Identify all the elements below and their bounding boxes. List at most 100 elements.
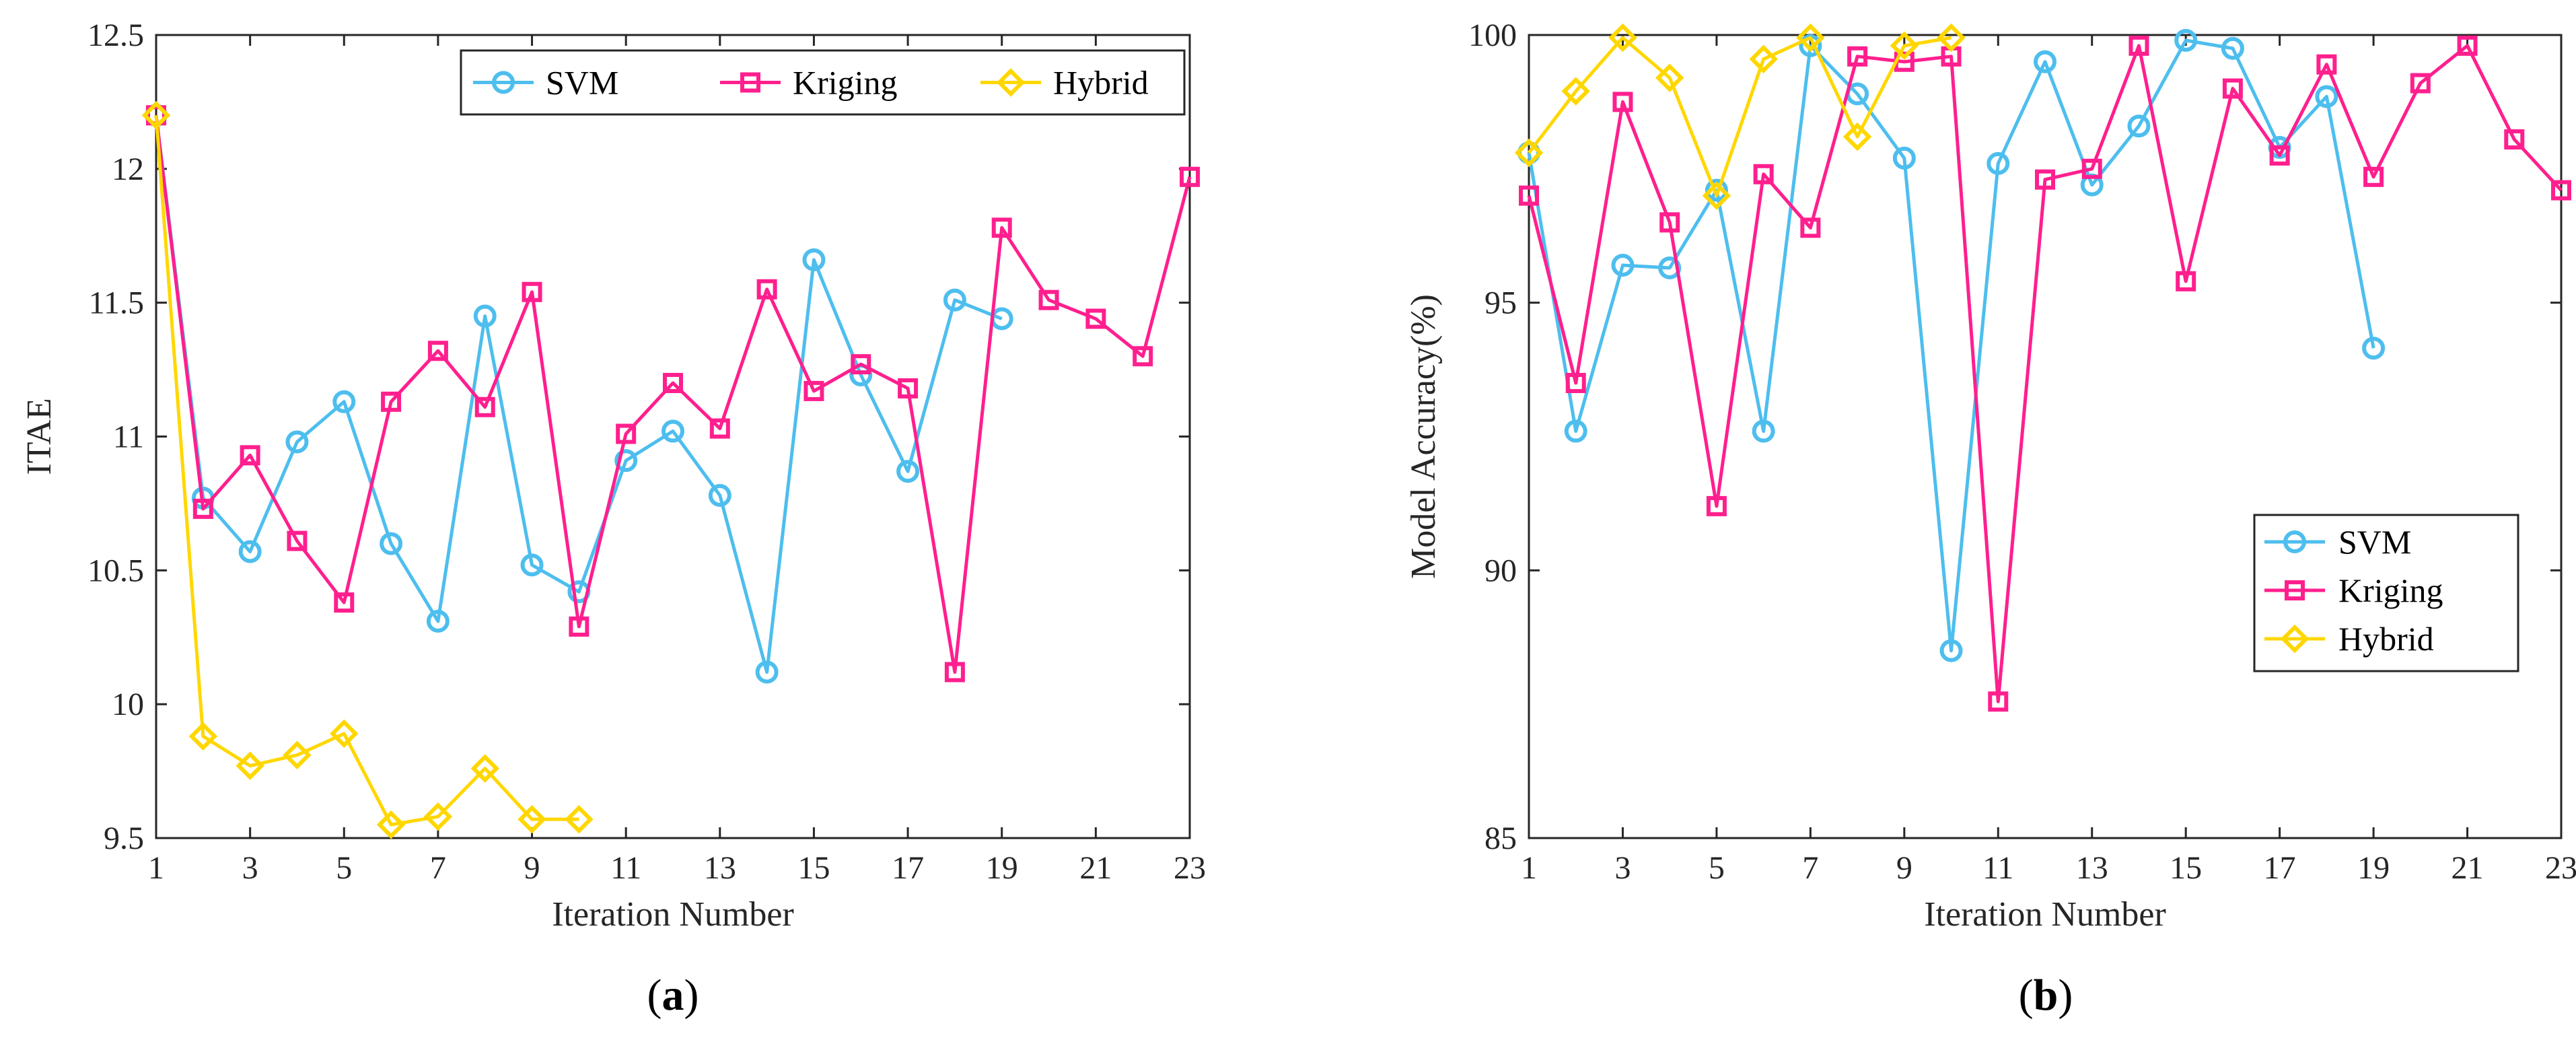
data-point-hybrid: [1749, 44, 1778, 74]
data-point-kriging: [569, 616, 589, 637]
x-tick-label: 11: [1982, 850, 2013, 886]
data-point-kriging: [1847, 46, 1868, 67]
data-point-hybrid: [565, 804, 594, 834]
data-point-svm: [1939, 639, 1963, 662]
data-point-svm: [520, 553, 544, 577]
series-line-hybrid: [154, 115, 579, 827]
data-point-kriging: [1753, 164, 1774, 184]
data-point-hybrid: [1796, 23, 1825, 53]
plot-area-frame: [1528, 34, 2563, 839]
data-point-kriging: [991, 217, 1012, 238]
data-point-svm: [1987, 151, 2010, 175]
x-tick-label: 7: [430, 850, 446, 886]
legend-marker-svm: [492, 71, 515, 94]
data-point-hybrid: [330, 719, 359, 749]
x-tick-label: 3: [242, 850, 258, 886]
y-axis-label: Model Accuracy(%): [1404, 294, 1443, 579]
data-point-kriging: [474, 396, 495, 417]
data-point-kriging: [522, 281, 542, 302]
data-point-kriging: [2035, 169, 2055, 190]
data-point-hybrid: [188, 722, 218, 751]
panel-caption-b: (b): [2019, 971, 2073, 1020]
data-point-kriging: [2316, 54, 2337, 75]
x-tick-label: 1: [1521, 850, 1537, 886]
y-axis-label: ITAE: [20, 398, 59, 475]
y-tick-label: 12.5: [87, 18, 144, 53]
data-point-svm: [1752, 419, 1775, 443]
y-tick-label: 12: [112, 151, 144, 187]
data-point-svm: [426, 609, 450, 633]
series-line-svm: [1527, 38, 2375, 653]
data-point-hybrid: [1561, 77, 1590, 106]
legend-marker-kriging: [2285, 580, 2305, 600]
data-point-svm: [943, 288, 966, 312]
data-point-kriging: [898, 378, 919, 398]
data-point-kriging: [2269, 145, 2290, 166]
y-tick-label: 10.5: [87, 553, 144, 588]
x-tick-label: 1: [148, 850, 164, 886]
data-point-kriging: [1659, 212, 1680, 233]
data-point-svm: [380, 532, 403, 555]
data-point-hybrid: [517, 804, 546, 834]
data-point-hybrid: [1937, 23, 1966, 53]
series-line-svm: [154, 114, 1003, 674]
series-kriging: [1519, 35, 2571, 712]
data-point-kriging: [192, 498, 213, 519]
data-point-kriging: [756, 279, 777, 300]
y-tick-label: 11.5: [89, 285, 144, 321]
series-hybrid: [1514, 23, 1966, 210]
legend-marker-kriging: [740, 72, 760, 93]
data-point-svm: [238, 540, 262, 563]
data-point-kriging: [1988, 691, 2009, 712]
data-point-kriging: [381, 391, 402, 412]
legend-label-kriging: Kriging: [2338, 571, 2443, 609]
data-point-svm: [755, 660, 779, 684]
data-point-svm: [896, 460, 920, 483]
legend-marker-hybrid: [996, 68, 1026, 97]
data-point-svm: [1892, 146, 1916, 170]
series-line-kriging: [154, 115, 1192, 674]
data-point-svm: [2174, 28, 2198, 52]
x-tick-label: 5: [1709, 850, 1725, 886]
data-point-hybrid: [236, 751, 264, 780]
x-tick-label: 17: [892, 850, 924, 886]
x-axis-label: Iteration Number: [1924, 895, 2166, 934]
series-line-hybrid: [1528, 36, 1952, 198]
x-tick-label: 3: [1614, 850, 1631, 886]
series-hybrid: [141, 101, 594, 839]
data-point-svm: [1564, 419, 1587, 443]
x-tick-label: 21: [2452, 850, 2484, 886]
x-tick-label: 19: [2357, 850, 2390, 886]
data-point-svm: [1611, 253, 1635, 277]
legend-label-svm: SVM: [2338, 523, 2411, 561]
legend: SVM Kriging Hybrid: [460, 49, 1186, 116]
data-point-hybrid: [423, 802, 453, 831]
data-point-hybrid: [1890, 31, 1919, 61]
data-point-kriging: [1180, 166, 1200, 187]
legend-label-hybrid: Hybrid: [2338, 620, 2434, 658]
data-point-kriging: [944, 662, 965, 683]
data-point-svm: [708, 483, 731, 507]
data-point-svm: [285, 430, 309, 454]
data-point-hybrid: [141, 101, 171, 130]
plot-area-frame: [155, 34, 1191, 839]
data-point-svm: [2127, 114, 2151, 138]
data-point-kriging: [2504, 129, 2525, 150]
legend: SVM Kriging Hybrid: [2253, 514, 2519, 672]
data-point-kriging: [851, 354, 871, 375]
legend-box: [460, 49, 1186, 116]
data-point-kriging: [2081, 158, 2102, 179]
data-point-kriging: [1800, 217, 1821, 238]
x-tick-label: 13: [2076, 850, 2108, 886]
data-point-hybrid: [283, 740, 312, 769]
data-point-hybrid: [1514, 138, 1544, 168]
data-point-svm: [802, 248, 826, 272]
x-tick-label: 11: [610, 850, 641, 886]
data-point-kriging: [709, 418, 730, 439]
legend-marker-svm: [2283, 530, 2306, 553]
x-tick-label: 15: [797, 850, 830, 886]
data-point-svm: [2034, 50, 2056, 73]
data-point-kriging: [1612, 92, 1633, 112]
x-tick-label: 15: [2170, 850, 2202, 886]
panel-caption-a: (a): [647, 971, 699, 1020]
